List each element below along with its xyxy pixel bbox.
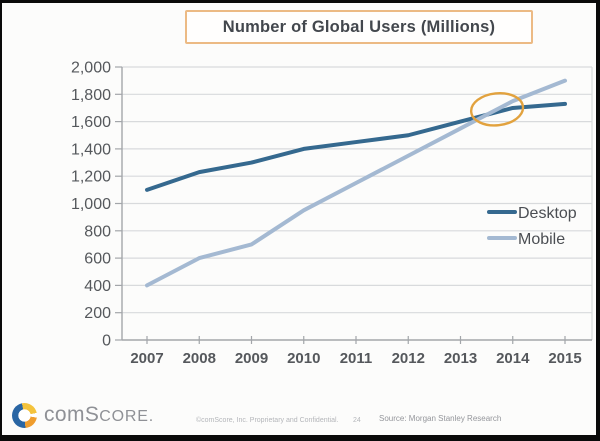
x-axis-label: 2009 <box>235 350 268 367</box>
y-axis-label: 1,600 <box>71 114 111 131</box>
x-axis-label: 2015 <box>548 350 581 367</box>
footer-page-number: 24 <box>353 417 361 424</box>
screenshot-border-right <box>596 0 600 441</box>
chart-title: Number of Global Users (Millions) <box>222 17 496 36</box>
y-axis-label: 0 <box>102 333 111 350</box>
logo-part-s: S <box>84 402 100 426</box>
y-axis-label: 200 <box>84 305 111 322</box>
y-axis-label: 600 <box>84 251 111 268</box>
y-axis-label: 800 <box>84 223 111 240</box>
y-axis-label: 1,800 <box>71 87 111 104</box>
screenshot-border-left <box>0 0 2 441</box>
y-axis-label: 1,200 <box>71 169 111 186</box>
mobile-line <box>145 78 567 288</box>
y-axis-label: 2,000 <box>71 60 111 77</box>
legend-desktop-label: Desktop <box>518 205 577 222</box>
x-axis-label: 2011 <box>340 350 373 367</box>
x-axis-label: 2007 <box>130 350 163 367</box>
footer-source: Source: Morgan Stanley Research <box>379 414 502 423</box>
desktop-line <box>145 101 567 192</box>
x-axis-label: 2014 <box>496 350 530 367</box>
logo-part-com: com <box>44 402 85 426</box>
footer-copyright: ©comScore, Inc. Proprietary and Confiden… <box>196 417 339 424</box>
comscore-logo: comSCORE. <box>12 400 154 430</box>
x-axis-label: 2010 <box>287 350 320 367</box>
comscore-logo-icon <box>12 402 37 428</box>
y-axis-label: 1,400 <box>71 141 111 158</box>
crossover-highlight-ellipse <box>469 91 525 127</box>
y-axis-label: 1,000 <box>71 196 111 213</box>
x-axis-label: 2013 <box>444 350 477 367</box>
comscore-logo-text: comSCORE. <box>44 402 154 429</box>
screenshot-border-top <box>0 0 600 3</box>
chart-title-box: Number of Global Users (Millions) <box>185 10 533 44</box>
x-axis-label: 2008 <box>183 350 216 367</box>
logo-part-core: CORE. <box>99 407 154 425</box>
x-axis-label: 2012 <box>392 350 425 367</box>
y-axis-label: 400 <box>84 278 111 295</box>
screenshot-border-bottom <box>0 435 600 441</box>
legend-mobile-label: Mobile <box>518 231 565 248</box>
